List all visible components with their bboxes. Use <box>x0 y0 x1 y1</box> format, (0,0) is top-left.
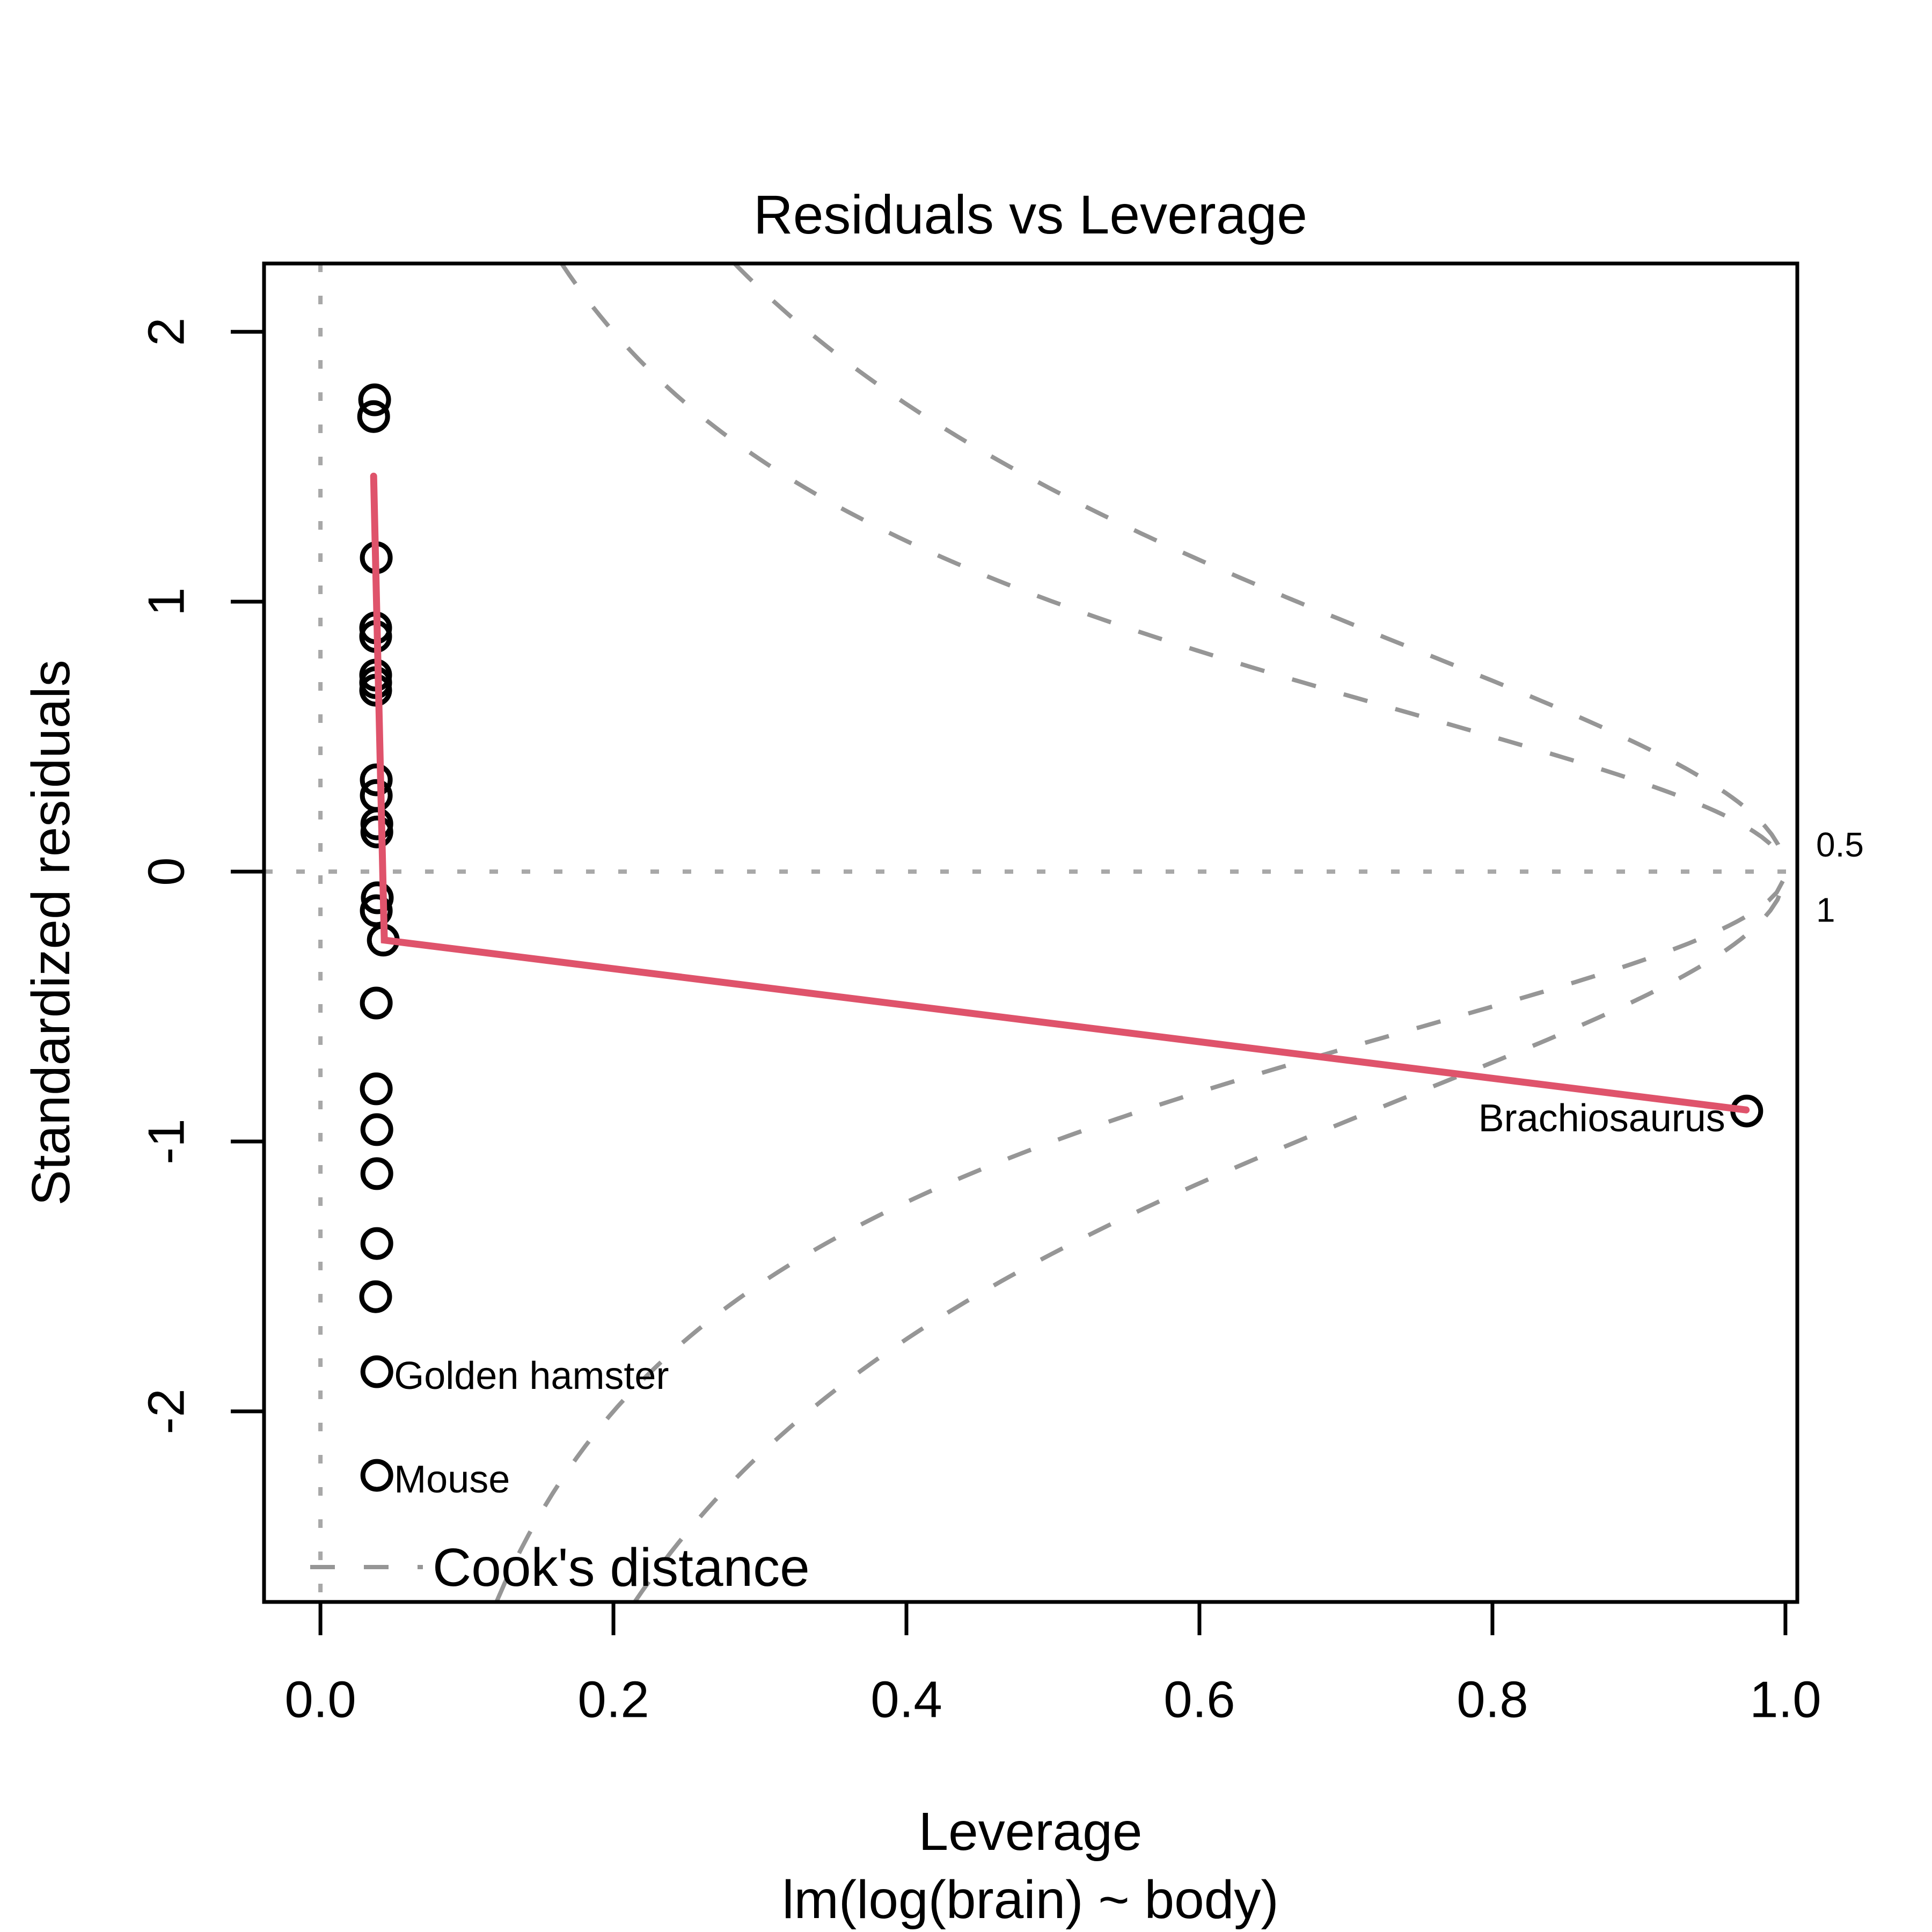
reference-lines-layer <box>264 264 1797 1602</box>
plot-title: Residuals vs Leverage <box>753 184 1307 245</box>
smooth-line-layer <box>370 472 1750 1114</box>
y-tick-label: -2 <box>138 1388 195 1434</box>
data-points-layer <box>357 383 1763 1492</box>
x-tick-label: 1.0 <box>1750 1671 1821 1729</box>
cook-contour-0.5-lower <box>494 876 1787 1603</box>
data-point <box>361 881 394 914</box>
point-label-mouse: Mouse <box>394 1458 510 1501</box>
data-point <box>360 894 393 927</box>
data-point-golden-hamster <box>360 1355 393 1388</box>
data-point-mouse <box>360 1459 393 1492</box>
cook-level-label-1: 1 <box>1816 891 1835 930</box>
smooth-trend-line <box>370 472 1750 1114</box>
axes-layer: 0.0 0.2 0.4 0.6 0.8 1.0 -2 -1 0 1 2 <box>137 261 1821 1729</box>
data-point <box>360 1072 393 1106</box>
data-point <box>359 1280 392 1313</box>
cook-contour-1-upper <box>733 262 1787 864</box>
x-tick-label: 0.6 <box>1163 1671 1235 1729</box>
legend-label: Cook's distance <box>433 1538 810 1598</box>
y-tick-label: 0 <box>137 857 195 885</box>
y-tick-label: 1 <box>137 588 195 616</box>
data-point <box>360 1113 393 1146</box>
y-axis-label: Standardized residuals <box>21 660 81 1205</box>
x-tick-label: 0.2 <box>577 1671 649 1729</box>
cook-level-label-0: 0.5 <box>1816 825 1864 864</box>
x-tick-label: 0.0 <box>284 1671 356 1729</box>
data-point <box>360 1227 393 1260</box>
data-point <box>360 986 393 1020</box>
cook-contour-1-lower <box>633 879 1787 1604</box>
x-axis-label: Leverage <box>919 1802 1143 1862</box>
point-label-brachiosaurus: Brachiosaurus <box>1479 1097 1725 1140</box>
point-labels-layer: Brachiosaurus Golden hamster Mouse <box>394 1097 1725 1501</box>
data-point <box>360 763 393 796</box>
cooks-distance-legend: Cook's distance <box>310 1538 810 1598</box>
cook-contours-layer: 0.51 <box>494 262 1864 1604</box>
y-tick-label: -1 <box>138 1118 195 1164</box>
y-tick-label: 2 <box>138 318 195 346</box>
data-point <box>360 815 393 848</box>
model-formula-label: lm(log(brain) ~ body) <box>782 1870 1278 1930</box>
data-point <box>357 400 390 433</box>
x-tick-label: 0.8 <box>1457 1671 1528 1729</box>
cook-contour-0.5-upper <box>560 262 1787 867</box>
data-point <box>358 383 391 416</box>
plot-box <box>262 261 1799 1604</box>
point-label-golden-hamster: Golden hamster <box>394 1355 669 1397</box>
x-tick-label: 0.4 <box>870 1671 942 1729</box>
data-point <box>360 1157 393 1190</box>
